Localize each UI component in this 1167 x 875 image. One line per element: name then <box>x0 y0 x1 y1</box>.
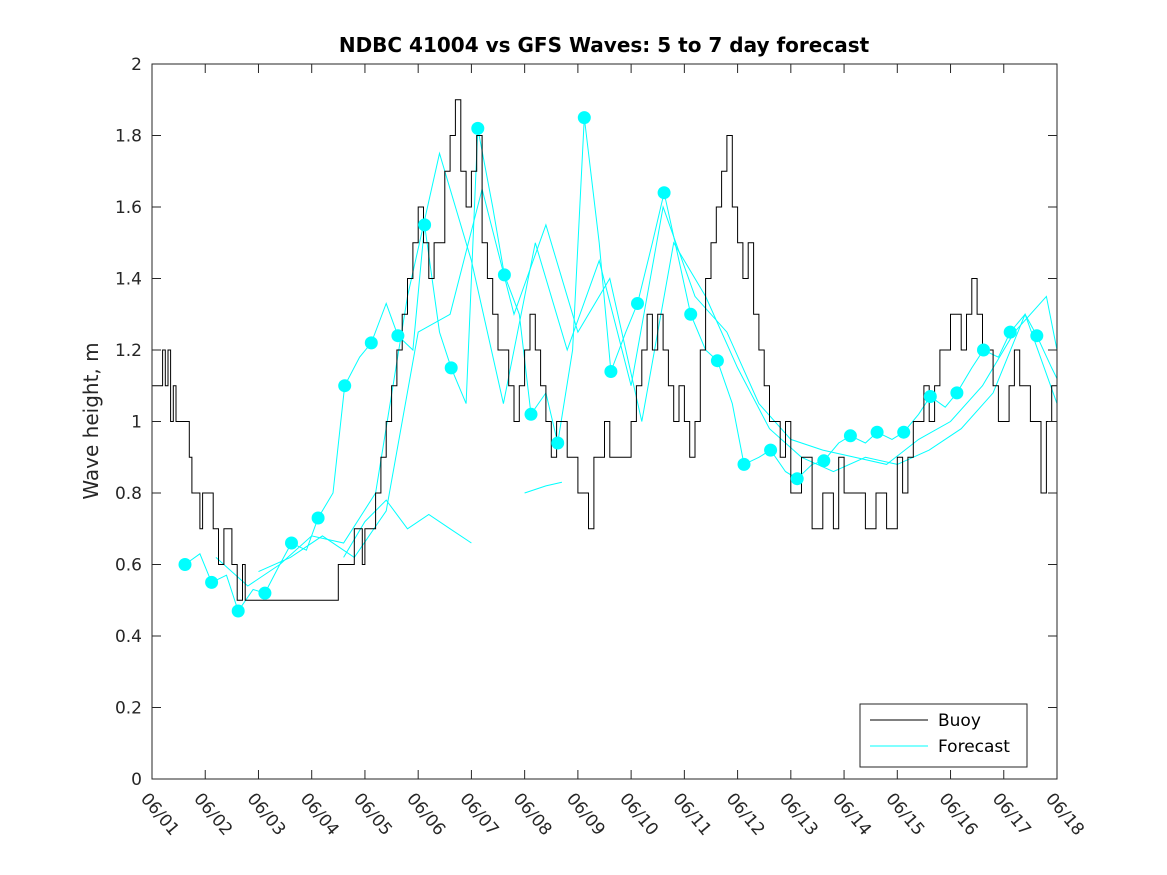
forecast-marker-17 <box>604 365 618 378</box>
forecast-marker-20 <box>684 307 698 321</box>
forecast-marker-31 <box>977 343 990 357</box>
y-tick-label: 0.2 <box>115 699 142 719</box>
forecast-marker-3 <box>231 604 245 618</box>
forecast-marker-5 <box>285 536 298 550</box>
y-tick-label: 1.6 <box>115 198 142 218</box>
forecast-line-2 <box>215 151 1057 587</box>
forecast-marker-4 <box>258 586 272 600</box>
forecast-marker-6 <box>311 511 325 525</box>
forecast-marker-26 <box>843 429 857 443</box>
y-axis-label: Wave height, m <box>79 342 103 499</box>
forecast-line-1 <box>184 117 1057 613</box>
legend-buoy-label: Buoy <box>938 711 981 731</box>
legend-box <box>859 703 1028 768</box>
forecast-marker-9 <box>391 329 405 343</box>
forecast-marker-22 <box>737 457 751 471</box>
forecast-marker-30 <box>950 386 964 400</box>
forecast-marker-10 <box>418 218 432 232</box>
buoy-line <box>152 99 1057 601</box>
forecast-marker-24 <box>790 472 804 486</box>
y-tick-label: 0.6 <box>115 556 142 576</box>
forecast-line-5 <box>524 481 563 494</box>
forecast-marker-27 <box>870 425 884 439</box>
y-tick-label: 0.4 <box>115 627 142 647</box>
forecast-marker-23 <box>764 443 778 457</box>
forecast-marker-16 <box>577 111 591 125</box>
y-tick-label: 1 <box>131 413 142 433</box>
forecast-marker-33 <box>1030 329 1044 343</box>
y-tick-label: 1.8 <box>115 127 142 147</box>
forecast-marker-14 <box>524 407 538 421</box>
chart-title: NDBC 41004 vs GFS Waves: 5 to 7 day fore… <box>339 33 870 57</box>
forecast-marker-19 <box>657 186 671 200</box>
forecast-marker-11 <box>444 361 458 375</box>
legend: Buoy Forecast <box>859 703 1028 768</box>
forecast-marker-28 <box>897 425 911 439</box>
forecast-marker-21 <box>710 354 724 368</box>
forecast-marker-25 <box>817 454 831 468</box>
y-tick-label: 1.2 <box>115 341 142 361</box>
forecast-marker-7 <box>338 379 352 393</box>
forecast-marker-1 <box>178 558 192 571</box>
forecast-marker-29 <box>923 390 937 403</box>
forecast-marker-2 <box>205 575 219 589</box>
y-tick-label: 0.8 <box>115 484 142 504</box>
forecast-line-4 <box>343 499 472 558</box>
forecast-marker-18 <box>631 297 644 310</box>
forecast-marker-8 <box>364 336 378 350</box>
forecast-marker-12 <box>471 121 485 135</box>
y-tick-label: 2 <box>131 55 142 75</box>
forecast-marker-15 <box>551 436 565 450</box>
legend-forecast-label: Forecast <box>938 737 1010 757</box>
y-tick-label: 0 <box>131 770 142 790</box>
data-layer <box>152 99 1057 618</box>
forecast-marker-32 <box>1003 325 1017 339</box>
forecast-marker-13 <box>497 268 511 282</box>
y-tick-label: 1.4 <box>115 270 142 290</box>
